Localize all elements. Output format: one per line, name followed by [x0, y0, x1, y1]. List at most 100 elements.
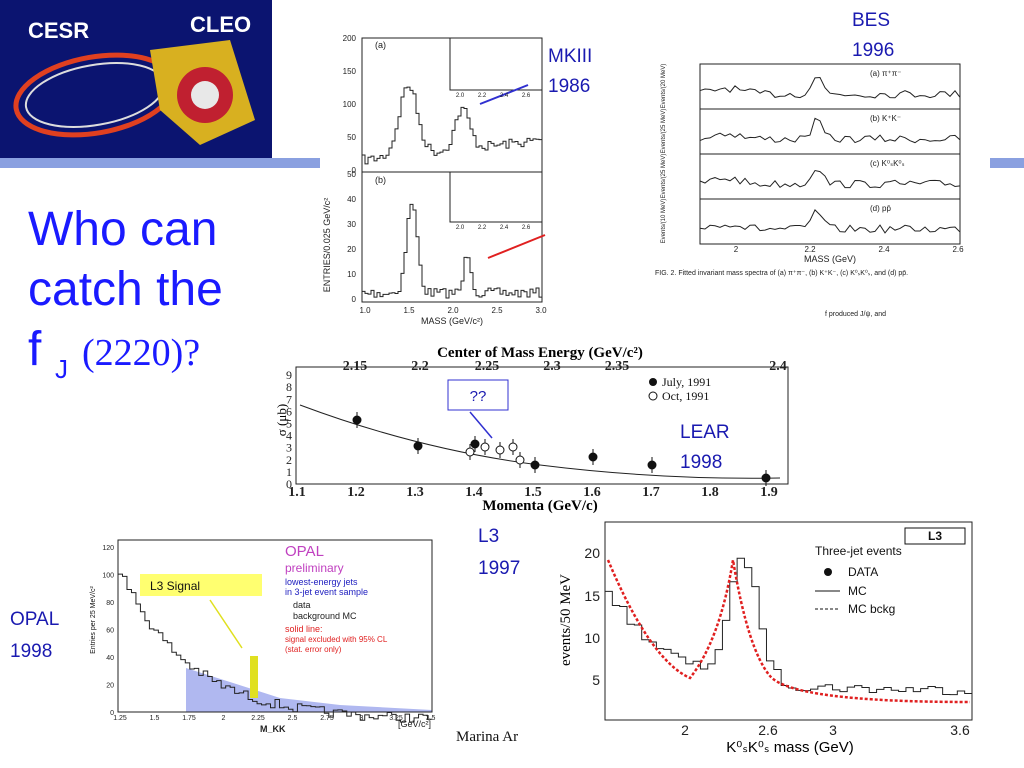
- caption: FIG. 2. Fitted invariant mass spectra of…: [655, 269, 908, 277]
- tick-label: 2: [734, 245, 739, 254]
- tick-label: 1: [286, 465, 292, 479]
- tick-label: 40: [106, 655, 114, 662]
- legend-label: July, 1991: [662, 375, 711, 389]
- legend-label: Oct, 1991: [662, 389, 709, 403]
- point: [352, 415, 362, 425]
- note: lowest-energy jets: [285, 577, 358, 587]
- tick-label: (a) π⁺π⁻: [870, 69, 901, 78]
- tick-label: 30: [347, 220, 356, 229]
- footer: Marina Ar: [456, 729, 518, 745]
- mkiii-plot: (a) (b) ENTRIES/0.025 GeV/c² MASS (GeV/c…: [322, 37, 543, 326]
- tick-label: 1.7: [642, 485, 660, 500]
- panel-frame: [699, 63, 961, 110]
- tick-label: 2.6: [758, 722, 778, 738]
- panel-frame: [699, 108, 961, 155]
- tick-label: 2.4: [769, 359, 787, 374]
- axis-label: Events/(25 MeV): [661, 154, 667, 199]
- point: [647, 460, 657, 470]
- panel-label: (b): [375, 175, 386, 185]
- legend-label: background MC: [293, 611, 357, 621]
- opal-plot: OPAL preliminary lowest-energy jets in 3…: [90, 539, 433, 734]
- legend-label: MC bckg: [848, 602, 895, 616]
- plot-subtitle: preliminary: [285, 561, 344, 575]
- axis-label: Entries per 25 MeV/c²: [90, 585, 97, 653]
- tick-label: 100: [343, 100, 357, 109]
- point: [495, 445, 505, 455]
- tick-label: 0: [352, 166, 357, 175]
- tick-label: 2.2: [804, 245, 816, 254]
- query: ??: [470, 388, 487, 405]
- tick-label: 1.0: [359, 306, 371, 315]
- tick-label: 2.0: [447, 306, 459, 315]
- legend-label: data: [293, 600, 311, 610]
- tick-label: 2.25: [251, 715, 265, 722]
- label: 1996: [852, 40, 894, 61]
- axis-title: Center of Mass Energy (GeV/c²): [437, 345, 643, 361]
- tick-label: 1.6: [583, 485, 601, 500]
- logo-text: CLEO: [190, 12, 251, 37]
- tick-label: 2.35: [605, 359, 630, 374]
- tick-label: 200: [343, 34, 357, 43]
- tick-label: 8: [286, 380, 292, 394]
- histogram: [699, 77, 961, 99]
- tick-label: 2.6: [522, 225, 531, 231]
- tick-label: 1.75: [182, 715, 196, 722]
- tick-label: 50: [347, 170, 356, 179]
- tick-label: (d) pp̄: [870, 204, 891, 213]
- legend-label: DATA: [848, 565, 878, 579]
- tick-label: 3.6: [950, 722, 970, 738]
- tick-label: 10: [347, 270, 356, 279]
- signal-label: L3 Signal: [150, 579, 200, 593]
- tick-label: 3: [286, 441, 292, 455]
- title-subscript: J: [55, 354, 68, 384]
- l3-plot: L3 Three-jet events DATA MC MC bckg even…: [540, 515, 974, 768]
- label: BES: [852, 10, 890, 31]
- tick-label: 1.1: [288, 485, 306, 500]
- title: catch the: [28, 263, 223, 316]
- tick-label: 20: [347, 245, 356, 254]
- tick-label: 20: [584, 545, 600, 561]
- axis-label: MASS (GeV/c²): [421, 316, 483, 326]
- border-band: [990, 158, 1024, 168]
- arrow: [469, 411, 493, 439]
- tick-label: 80: [106, 600, 114, 607]
- tick-label: 9: [286, 368, 292, 382]
- tick-label: 1.5: [524, 485, 542, 500]
- title: Who can: [28, 203, 217, 256]
- panel-frame: [699, 198, 961, 245]
- tick-label: 2: [681, 722, 689, 738]
- tick-label: 2.75: [320, 715, 334, 722]
- label: 1997: [478, 558, 520, 579]
- axis-label: Events/(25 MeV): [661, 109, 667, 154]
- tick-label: 1.5: [150, 715, 160, 722]
- tick-label: 60: [106, 628, 114, 635]
- query-box: [447, 379, 509, 411]
- tick-label: 2.0: [456, 93, 465, 99]
- point: [470, 439, 480, 449]
- axis-label: σ (μb): [274, 404, 289, 436]
- tick-label: 2.4: [878, 245, 890, 254]
- tick-label: (b) K⁺K⁻: [870, 114, 901, 123]
- tick-label: 1.8: [701, 485, 719, 500]
- tick-label: 2.25: [475, 359, 500, 374]
- tick-label: 5: [286, 417, 292, 431]
- tick-label: 4: [286, 429, 292, 443]
- tick-label: 10: [584, 630, 600, 646]
- axis-label: K⁰ₛK⁰ₛ mass (GeV): [726, 739, 853, 756]
- tick-label: 3: [360, 715, 364, 722]
- tick-label: 3.5: [426, 715, 436, 722]
- axis-label: M_KK: [260, 724, 286, 734]
- point: [761, 473, 771, 483]
- tick-label: 2.5: [288, 715, 298, 722]
- tick-label: 1.5: [403, 306, 415, 315]
- axis-label: Momenta (GeV/c): [482, 498, 597, 514]
- tick-label: 40: [347, 195, 356, 204]
- note: signal excluded with 95% CL: [285, 635, 388, 644]
- arrow: [479, 84, 529, 105]
- tick-label: 0: [352, 295, 357, 304]
- tick-label: 1.3: [406, 485, 424, 500]
- title: (2220)?: [82, 332, 200, 374]
- tick-label: 6: [286, 404, 292, 418]
- tick-label: 5: [592, 672, 600, 688]
- tick-label: 150: [343, 67, 357, 76]
